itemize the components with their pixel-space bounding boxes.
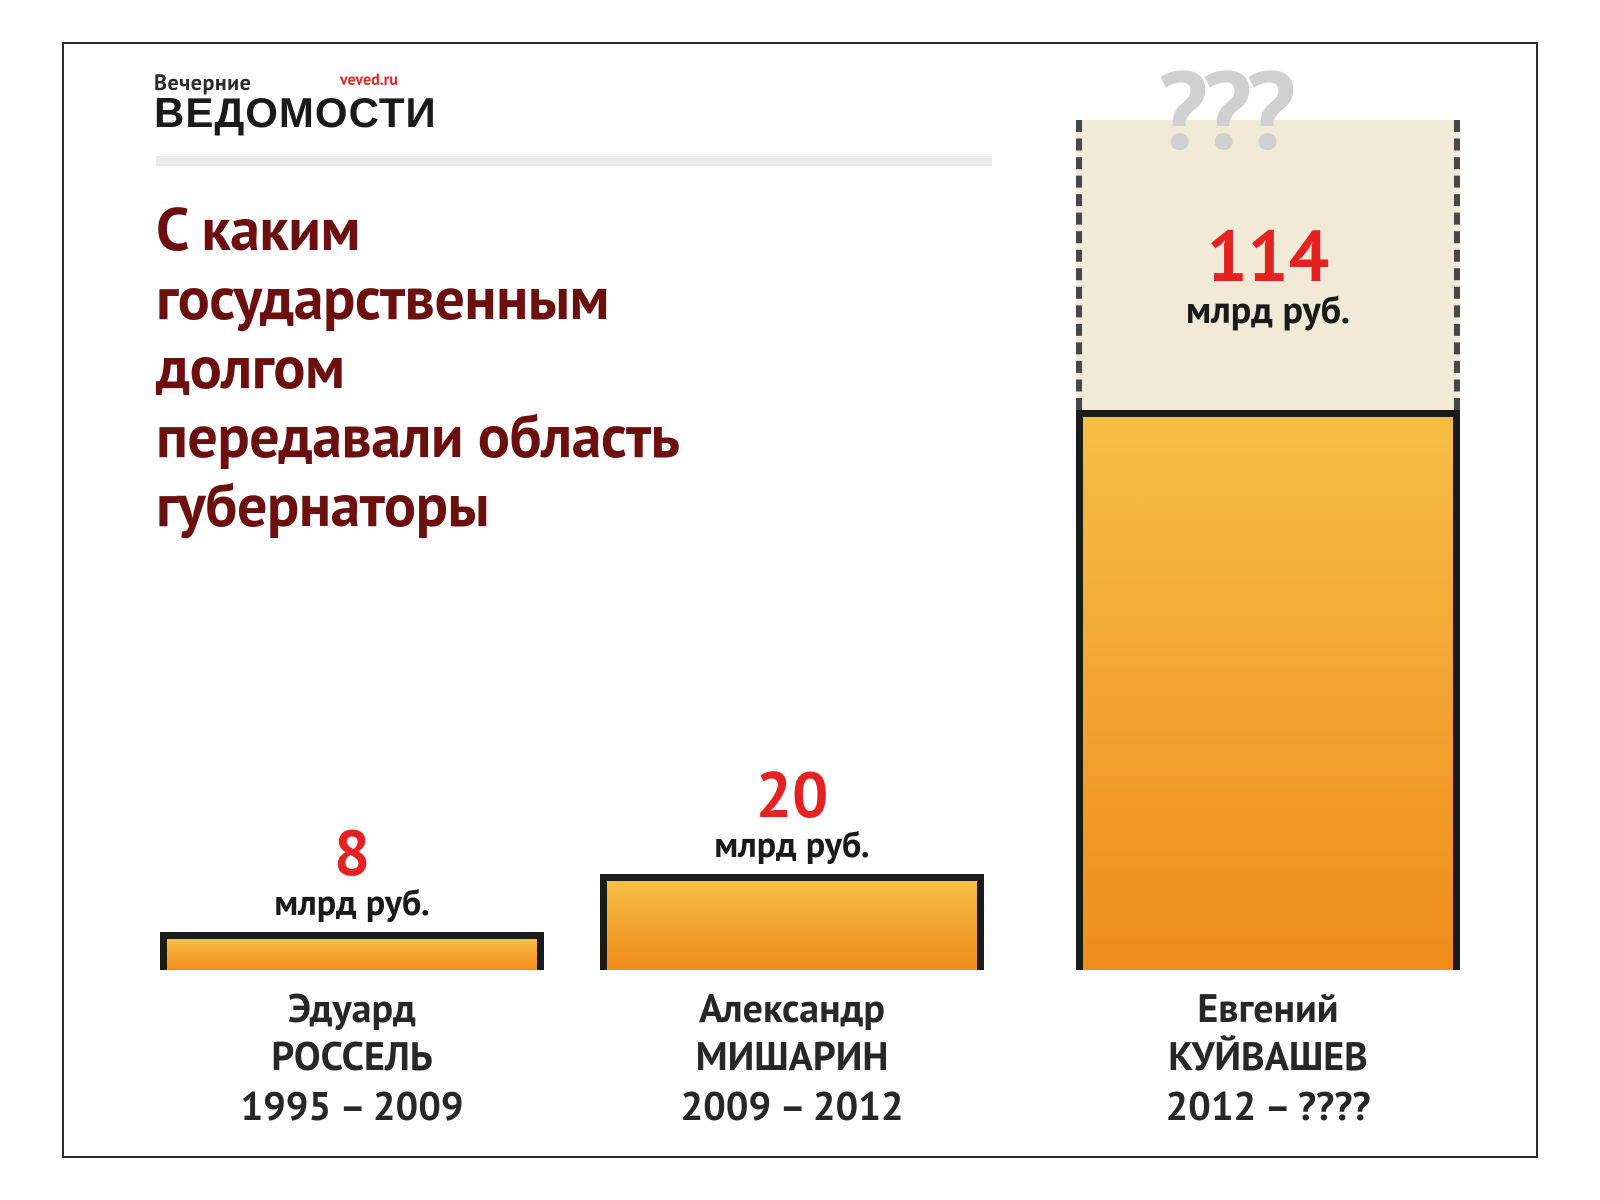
bar-caption: ЕвгенийКУЙВАШЕВ2012 – ???? <box>1056 984 1480 1130</box>
bar-value-label: 114млрд руб. <box>1088 219 1448 329</box>
bar-2 <box>1076 410 1460 970</box>
caption-first-name: Александр <box>580 984 1004 1032</box>
bar-value-number: 114 <box>1088 219 1448 291</box>
bar-1 <box>600 874 984 970</box>
caption-years: 1995 – 2009 <box>140 1082 564 1130</box>
bar-caption: ЭдуардРОССЕЛЬ1995 – 2009 <box>140 984 564 1130</box>
caption-first-name: Евгений <box>1056 984 1480 1032</box>
bar-value-label: 20млрд руб. <box>612 762 972 862</box>
bar-fill <box>607 881 977 970</box>
bar-value-number: 8 <box>172 820 532 884</box>
caption-first-name: Эдуард <box>140 984 564 1032</box>
bar-chart: 8млрд руб.ЭдуардРОССЕЛЬ1995 – 200920млрд… <box>64 44 1536 1156</box>
bar-fill <box>167 939 537 970</box>
bar-value-number: 20 <box>612 762 972 826</box>
question-marks: ??? <box>1158 54 1290 164</box>
caption-last-name: МИШАРИН <box>580 1032 1004 1080</box>
caption-last-name: КУЙВАШЕВ <box>1056 1032 1480 1080</box>
infographic-canvas: veved.ru Вечерние ВЕДОМОСТИ С какимгосуд… <box>64 44 1536 1156</box>
bar-value-unit: млрд руб. <box>1088 291 1448 329</box>
bar-value-label: 8млрд руб. <box>172 820 532 920</box>
bar-value-unit: млрд руб. <box>172 884 532 920</box>
bar-0 <box>160 932 544 970</box>
caption-years: 2009 – 2012 <box>580 1082 1004 1130</box>
caption-last-name: РОССЕЛЬ <box>140 1032 564 1080</box>
bar-fill <box>1083 417 1453 970</box>
caption-years: 2012 – ???? <box>1056 1082 1480 1130</box>
bar-caption: АлександрМИШАРИН2009 – 2012 <box>580 984 1004 1130</box>
bar-value-unit: млрд руб. <box>612 826 972 862</box>
